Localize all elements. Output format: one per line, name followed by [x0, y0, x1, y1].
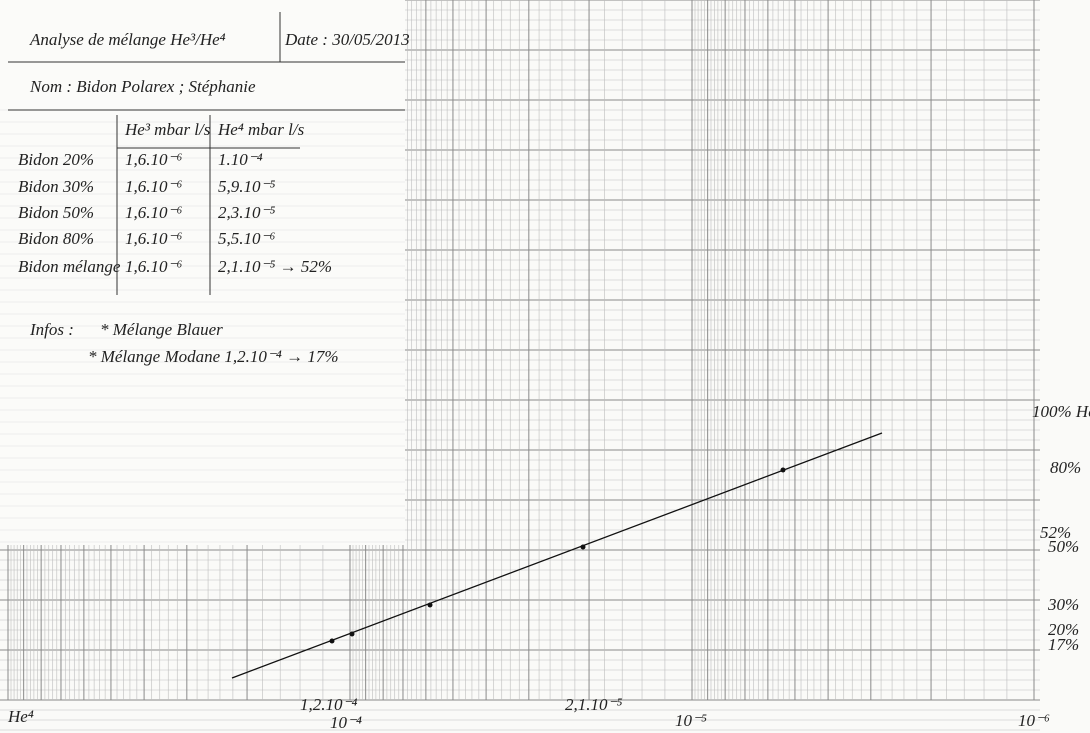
- table-cell: Bidon mélange: [18, 257, 121, 276]
- right-label: 50%: [1048, 537, 1079, 556]
- right-label: 52%: [1040, 523, 1071, 542]
- infos-item: * Mélange Blauer: [100, 320, 223, 339]
- table-cell: 1,6.10⁻⁶: [125, 257, 182, 276]
- table-rows: Bidon 20% 1,6.10⁻⁶ 1.10⁻⁴ Bidon 30% 1,6.10⁻⁶…: [18, 150, 332, 276]
- title: Analyse de mélange He³/He⁴: [29, 30, 226, 49]
- calibration-line: [231, 432, 883, 679]
- x-label: 10⁻⁵: [675, 711, 707, 730]
- table-area: [0, 0, 405, 545]
- table-cell: 1,6.10⁻⁶: [125, 150, 182, 169]
- date: Date : 30/05/2013: [284, 30, 410, 49]
- column-header: He⁴ mbar l/s: [217, 120, 305, 139]
- infos-item: * Mélange Modane 1,2.10⁻⁴ → 17%: [88, 347, 338, 366]
- right-label: 20%: [1048, 620, 1079, 639]
- x-label: 2,1.10⁻⁵: [565, 695, 622, 714]
- table-cell: Bidon 20%: [18, 150, 94, 169]
- table-cell: 5,5.10⁻⁶: [218, 229, 275, 248]
- x-label: 10⁻⁶: [1018, 711, 1050, 730]
- table-cell: 1,6.10⁻⁶: [125, 177, 182, 196]
- table-ruling: [0, 109, 405, 543]
- table-cell: 1,6.10⁻⁶: [125, 203, 182, 222]
- table-cell: Bidon 50%: [18, 203, 94, 222]
- right-label: 100% He: [1032, 402, 1090, 421]
- table-cell: Bidon 30%: [18, 177, 94, 196]
- right-label: 80%: [1050, 458, 1081, 477]
- table-cell: 2,3.10⁻⁵: [218, 203, 275, 222]
- table-cell: Bidon 80%: [18, 229, 94, 248]
- name: Nom : Bidon Polarex ; Stéphanie: [29, 77, 256, 96]
- calibration-points: [329, 467, 786, 644]
- table-cell: 2,1.10⁻⁵ → 52%: [218, 257, 332, 276]
- column-header: He³ mbar l/s: [124, 120, 211, 139]
- infos-label: Infos :: [29, 320, 74, 339]
- table-cell: 1,6.10⁻⁶: [125, 229, 182, 248]
- x-label: 1,2.10⁻⁴: [300, 695, 357, 714]
- right-label: 17%: [1048, 635, 1079, 654]
- x-label: He⁴: [7, 707, 34, 726]
- table-cell: 1.10⁻⁴: [218, 150, 263, 169]
- table-cell: 5,9.10⁻⁵: [218, 177, 275, 196]
- right-label: 30%: [1047, 595, 1079, 614]
- x-label: 10⁻⁴: [330, 713, 362, 732]
- table-frame: [8, 12, 405, 295]
